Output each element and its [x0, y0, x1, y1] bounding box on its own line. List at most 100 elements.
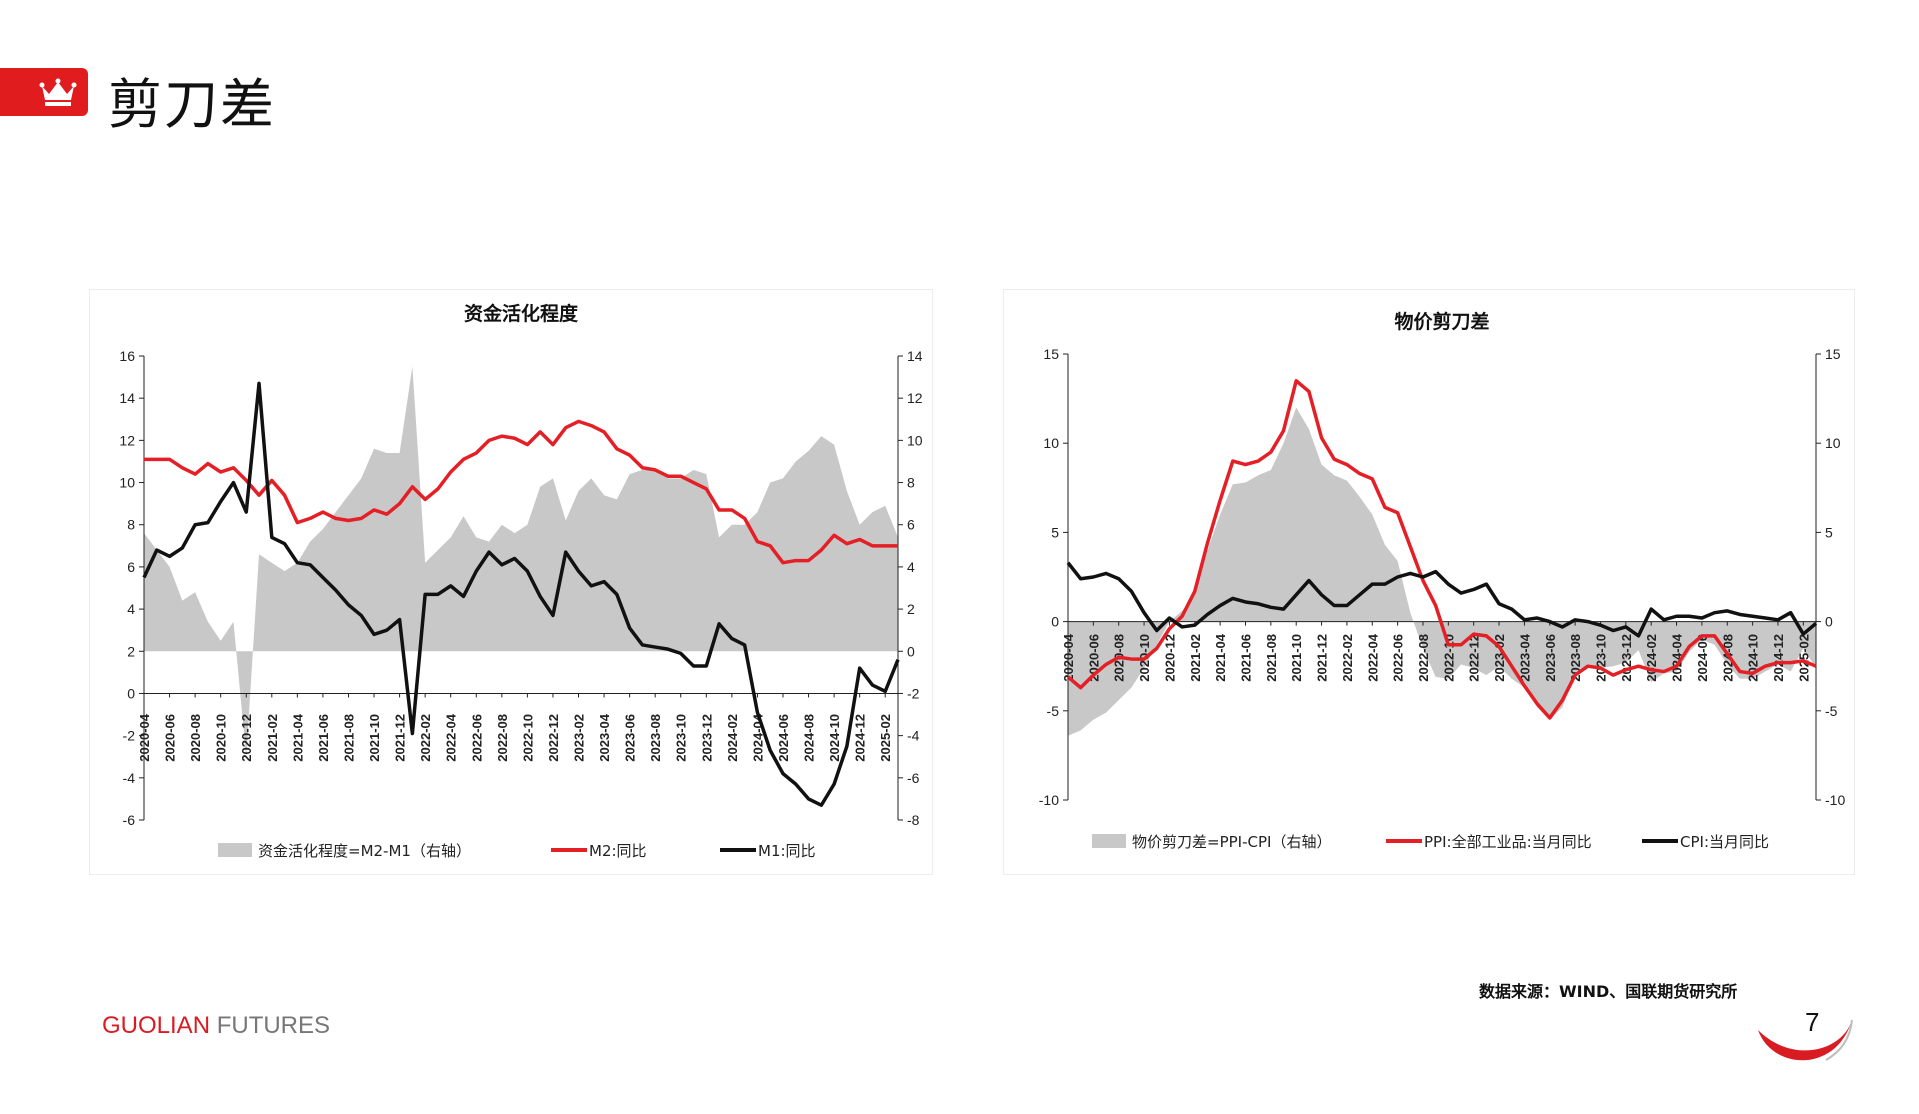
crown-icon: [39, 78, 77, 106]
legend-label-line: M1:同比: [758, 842, 816, 860]
right-tick-label: -10: [1825, 792, 1845, 808]
right-tick-label: 12: [907, 390, 923, 406]
money-activation-chart: 资金活化程度 -6 -4 -2 0 2 4 6 8 10 12 14 16 -8 -6 -4 -2 0 2 4 6 8 10…: [119, 302, 923, 860]
right-tick-label: 0: [1825, 614, 1833, 630]
x-tick-label: 2023-06: [623, 714, 638, 762]
x-tick-label: 2021-10: [367, 714, 382, 762]
right-tick-label: 2: [907, 601, 915, 617]
x-tick-label: 2024-08: [1720, 634, 1735, 682]
legend-label-line: CPI:当月同比: [1680, 833, 1769, 851]
area-series: [1068, 407, 1816, 736]
x-tick-label: 2024-12: [853, 714, 868, 762]
x-tick-label: 2021-08: [1264, 634, 1279, 682]
x-tick-label: 2022-08: [1416, 634, 1431, 682]
x-tick-label: 2024-08: [802, 714, 817, 762]
brand-logo-text: GUOLIAN FUTURES: [102, 1012, 330, 1040]
x-tick-label: 2022-08: [495, 714, 510, 762]
right-tick-label: -6: [907, 770, 920, 786]
left-tick-label: 6: [127, 559, 135, 575]
right-tick-label: 4: [907, 559, 915, 575]
page-title: 剪刀差: [108, 73, 276, 136]
area-series: [144, 366, 898, 757]
x-tick-label: 2021-12: [1315, 634, 1330, 682]
x-tick-label: 2023-12: [1619, 634, 1634, 682]
x-tick-label: 2025-02: [1796, 634, 1811, 682]
right-tick-label: 0: [907, 643, 915, 659]
x-tick-label: 2023-04: [597, 713, 612, 761]
legend-swatch-area: [218, 843, 252, 857]
right-tick-label: -5: [1825, 703, 1838, 719]
x-tick-label: 2022-06: [1391, 634, 1406, 682]
x-tick-label: 2020-04: [1061, 633, 1076, 681]
right-tick-label: -4: [907, 728, 920, 744]
x-tick-label: 2020-04: [137, 713, 152, 761]
x-tick-label: 2022-06: [469, 714, 484, 762]
x-tick-label: 2021-12: [393, 714, 408, 762]
x-tick-label: 2021-04: [1213, 633, 1228, 681]
right-tick-label: 14: [907, 348, 923, 364]
legend-label-line: PPI:全部工业品:当月同比: [1424, 833, 1592, 851]
brand-part1: GUOLIAN: [102, 1012, 211, 1039]
x-tick-label: 2021-06: [1238, 634, 1253, 682]
right-tick-label: 6: [907, 517, 915, 533]
x-tick-label: 2020-12: [1162, 634, 1177, 682]
series-line-black: [142, 381, 900, 807]
chart-title: 物价剪刀差: [1394, 310, 1489, 333]
left-tick-label: 4: [127, 601, 135, 617]
right-tick-label: -2: [907, 685, 920, 701]
x-tick-label: 2021-10: [1289, 634, 1304, 682]
left-tick-label: 2: [127, 643, 135, 659]
x-tick-label: 2023-06: [1543, 634, 1558, 682]
legend-label-area: 物价剪刀差=PPI-CPI（右轴）: [1132, 833, 1331, 851]
legend-label-area: 资金活化程度=M2-M1（右轴）: [258, 842, 471, 860]
left-tick-label: 16: [119, 348, 135, 364]
x-tick-label: 2022-04: [444, 713, 459, 761]
x-tick-label: 2024-06: [1695, 634, 1710, 682]
x-tick-label: 2020-08: [188, 714, 203, 762]
left-tick-label: -10: [1039, 792, 1059, 808]
x-tick-label: 2024-02: [1644, 634, 1659, 682]
x-tick-label: 2022-12: [1467, 634, 1482, 682]
legend-swatch-area: [1092, 834, 1126, 848]
x-tick-label: 2024-12: [1771, 634, 1786, 682]
x-tick-label: 2021-08: [341, 714, 356, 762]
left-tick-label: 0: [1051, 614, 1059, 630]
x-tick-label: 2020-12: [239, 714, 254, 762]
right-tick-label: 15: [1825, 346, 1841, 362]
x-tick-label: 2022-04: [1365, 633, 1380, 681]
chart-title: 资金活化程度: [464, 302, 579, 325]
series-line-red: [1066, 379, 1817, 720]
brand-part2: FUTURES: [210, 1012, 331, 1039]
x-tick-label: 2022-10: [520, 714, 535, 762]
x-tick-label: 2024-06: [776, 714, 791, 762]
x-tick-label: 2020-10: [214, 714, 229, 762]
x-tick-label: 2023-08: [1568, 634, 1583, 682]
page-swoosh-decoration: [1758, 1019, 1853, 1061]
right-tick-label: 10: [1825, 435, 1841, 451]
x-tick-label: 2021-02: [265, 714, 280, 762]
x-tick-label: 2023-10: [1593, 634, 1608, 682]
header-accent-bar: [0, 68, 88, 116]
x-tick-label: 2022-02: [418, 714, 433, 762]
x-tick-label: 2023-08: [648, 714, 663, 762]
x-tick-label: 2021-04: [290, 713, 305, 761]
left-tick-label: 12: [119, 432, 135, 448]
chart-panel-price-scissors: 物价剪刀差 -10 -5 0 5 10 15 -10 -5 0 5 10 15 2020-04 2020-0…: [1003, 289, 1855, 875]
x-tick-label: 2023-02: [572, 714, 587, 762]
left-tick-label: 15: [1043, 346, 1059, 362]
x-tick-label: 2025-02: [878, 714, 893, 762]
x-tick-label: 2021-02: [1188, 634, 1203, 682]
right-tick-label: -8: [907, 812, 920, 828]
legend-label-line: M2:同比: [589, 842, 647, 860]
left-tick-label: -6: [123, 812, 136, 828]
x-tick-label: 2023-10: [674, 714, 689, 762]
x-tick-label: 2020-06: [163, 714, 178, 762]
left-tick-label: 14: [119, 390, 135, 406]
left-tick-label: 8: [127, 517, 135, 533]
left-tick-label: 10: [1043, 435, 1059, 451]
x-tick-label: 2024-04: [1670, 633, 1685, 681]
left-tick-label: 0: [127, 685, 135, 701]
x-tick-label: 2024-02: [725, 714, 740, 762]
series-line-red: [144, 419, 898, 565]
